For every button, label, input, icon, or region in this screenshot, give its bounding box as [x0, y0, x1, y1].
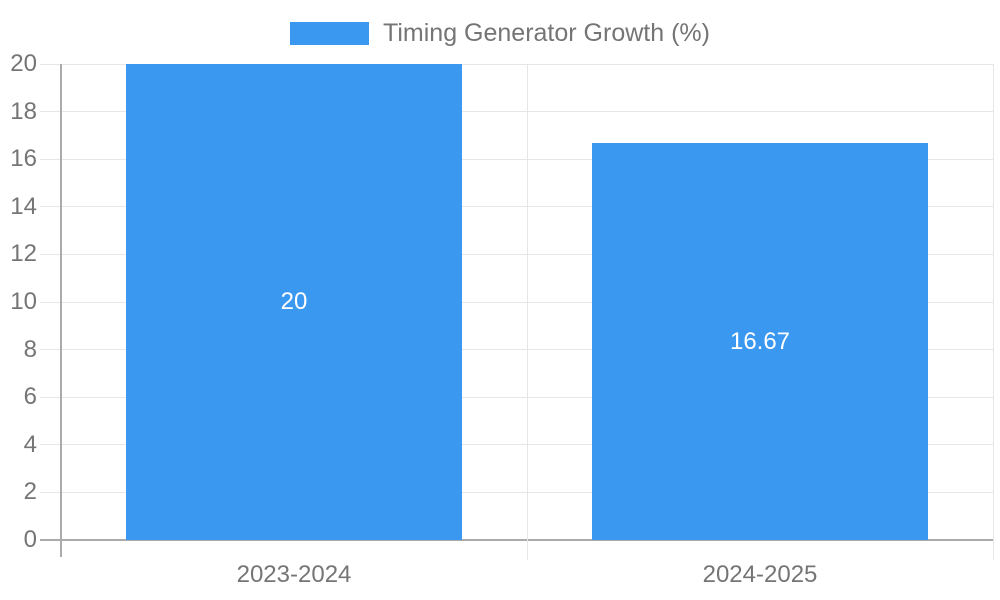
bar-value-label: 16.67 — [729, 327, 791, 355]
gridline — [40, 491, 993, 493]
y-tick-label: 2 — [23, 478, 37, 506]
gridline — [40, 349, 993, 351]
y-tick-label: 10 — [10, 288, 37, 315]
bar — [126, 64, 462, 540]
y-tick-label: 6 — [23, 383, 37, 411]
bar — [592, 143, 928, 540]
x-tick-label: 2023-2024 — [236, 561, 352, 588]
gridline — [40, 301, 993, 303]
gridline — [40, 444, 993, 446]
legend-label: Timing Generator Growth (%) — [383, 18, 710, 47]
bar-value-label: 20 — [280, 288, 308, 315]
y-tick-label: 12 — [10, 240, 37, 268]
legend-swatch — [290, 21, 370, 45]
y-tick-label: 14 — [10, 192, 37, 220]
gridline — [40, 111, 993, 113]
x-tick-label: 2024-2025 — [702, 561, 818, 588]
gridline — [40, 396, 993, 398]
legend: Timing Generator Growth (%) — [0, 16, 1000, 50]
gridline — [40, 63, 993, 65]
y-tick-label: 8 — [23, 335, 37, 363]
y-tick-label: 18 — [10, 97, 37, 125]
y-tick-label: 20 — [10, 50, 37, 77]
y-axis-line — [60, 64, 62, 557]
gridline — [40, 158, 993, 160]
y-tick-label: 16 — [10, 145, 37, 173]
gridline — [40, 206, 993, 208]
x-axis-line — [40, 539, 993, 541]
category-boundary-line — [526, 64, 528, 560]
category-boundary-line — [992, 64, 994, 560]
y-tick-label: 0 — [23, 526, 37, 553]
gridline — [40, 253, 993, 255]
y-tick-label: 4 — [23, 430, 37, 458]
